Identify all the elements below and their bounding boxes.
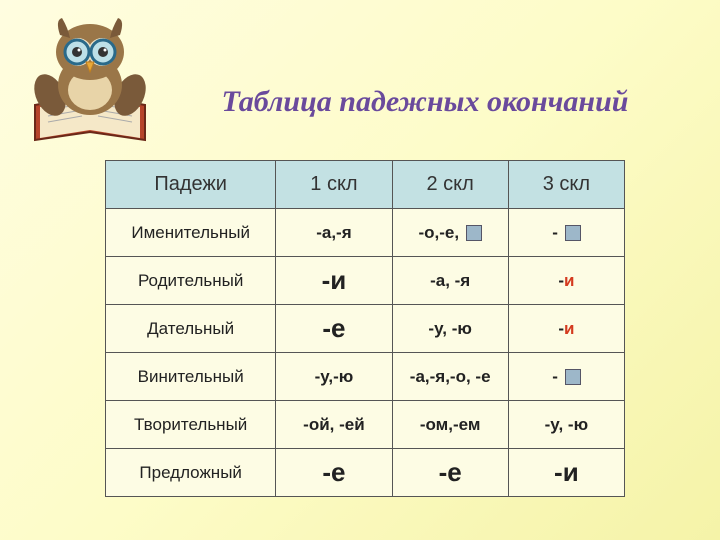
ending-cell: -о,-е,: [392, 209, 508, 257]
owl-illustration: [20, 10, 160, 150]
page-title: Таблица падежных окончаний: [160, 85, 690, 119]
ending-cell: -у, -ю: [392, 305, 508, 353]
ending-cell: -и: [508, 257, 624, 305]
ending-cell: -а, -я: [392, 257, 508, 305]
case-name-cell: Творительный: [106, 401, 276, 449]
ending-cell: -у,-ю: [276, 353, 392, 401]
ending-cell: -у, -ю: [508, 401, 624, 449]
table-header-row: Падежи 1 скл 2 скл 3 скл: [106, 161, 625, 209]
ending-cell: -и: [508, 305, 624, 353]
null-ending-icon: [565, 225, 581, 241]
header-decl1: 1 скл: [276, 161, 392, 209]
table-row: Предложный-е-е-и: [106, 449, 625, 497]
ending-cell: -и: [508, 449, 624, 497]
header-decl3: 3 скл: [508, 161, 624, 209]
ending-cell: -: [508, 353, 624, 401]
ending-cell: -и: [276, 257, 392, 305]
case-name-cell: Предложный: [106, 449, 276, 497]
table-row: Родительный-и-а, -я-и: [106, 257, 625, 305]
ending-cell: -е: [276, 305, 392, 353]
header-cases: Падежи: [106, 161, 276, 209]
case-name-cell: Именительный: [106, 209, 276, 257]
ending-cell: -е: [276, 449, 392, 497]
null-ending-icon: [466, 225, 482, 241]
table-row: Именительный-а,-я-о,-е, -: [106, 209, 625, 257]
header-decl2: 2 скл: [392, 161, 508, 209]
case-name-cell: Родительный: [106, 257, 276, 305]
case-name-cell: Винительный: [106, 353, 276, 401]
ending-cell: -е: [392, 449, 508, 497]
ending-cell: -ой, -ей: [276, 401, 392, 449]
ending-cell: -а,-я,-о, -е: [392, 353, 508, 401]
table-row: Винительный-у,-ю-а,-я,-о, -е-: [106, 353, 625, 401]
table-row: Дательный-е-у, -ю-и: [106, 305, 625, 353]
ending-cell: -ом,-ем: [392, 401, 508, 449]
null-ending-icon: [565, 369, 581, 385]
endings-table: Падежи 1 скл 2 скл 3 скл Именительный-а,…: [105, 160, 625, 497]
endings-table-container: Падежи 1 скл 2 скл 3 скл Именительный-а,…: [105, 160, 625, 497]
ending-cell: -а,-я: [276, 209, 392, 257]
table-row: Творительный-ой, -ей-ом,-ем-у, -ю: [106, 401, 625, 449]
ending-cell: -: [508, 209, 624, 257]
case-name-cell: Дательный: [106, 305, 276, 353]
